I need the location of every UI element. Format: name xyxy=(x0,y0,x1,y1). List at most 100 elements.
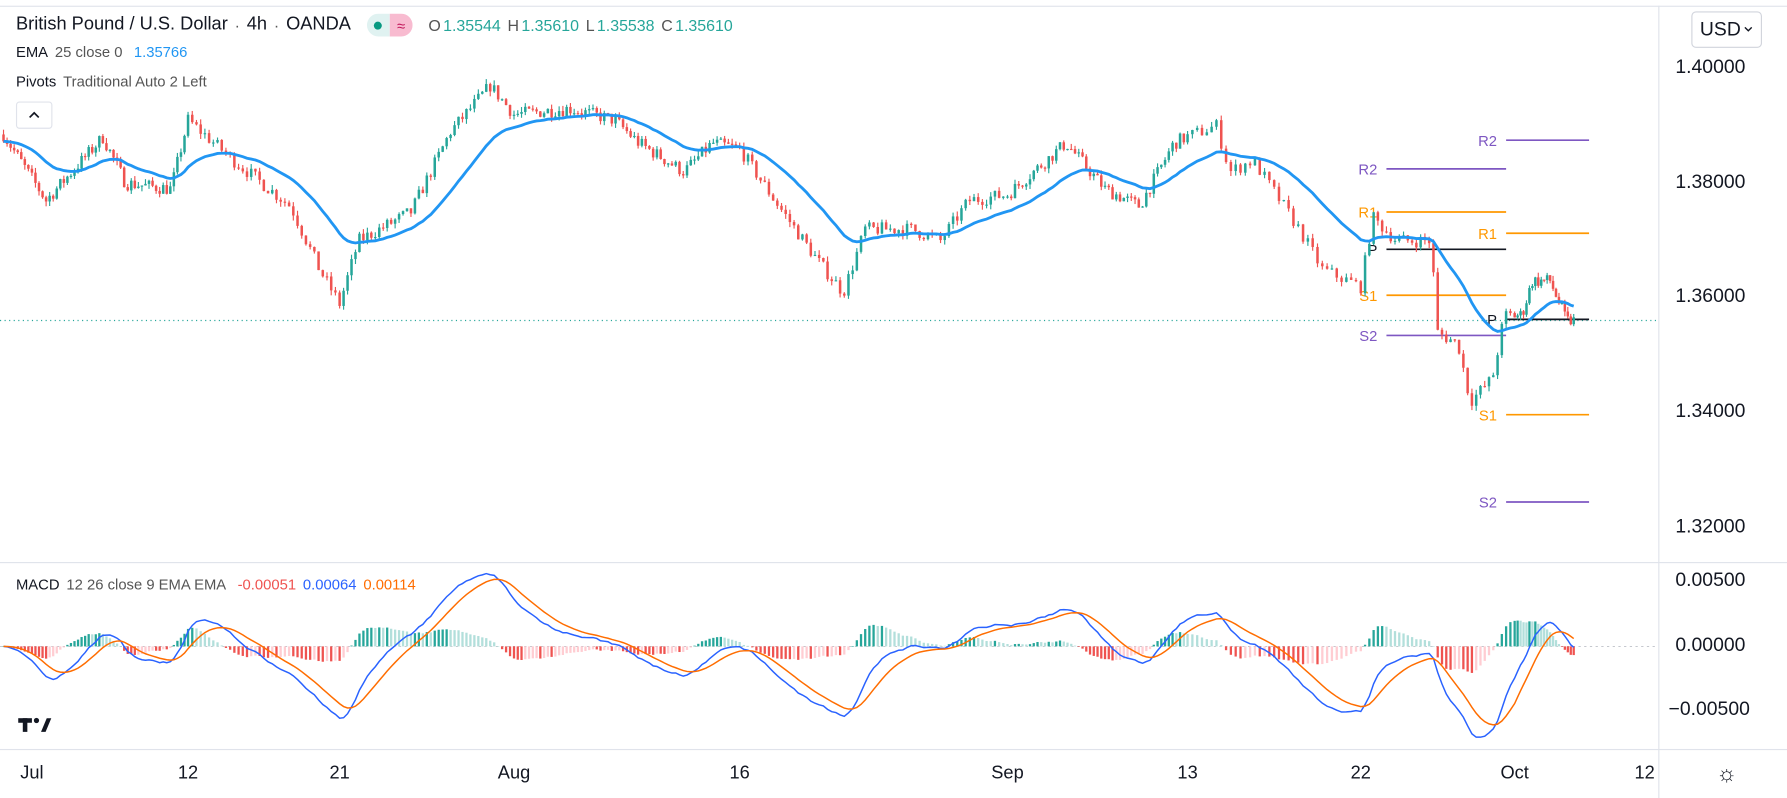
candle xyxy=(636,132,640,149)
candle xyxy=(308,241,312,250)
macd-histogram-bar xyxy=(685,646,689,650)
candle xyxy=(1017,181,1021,189)
macd-histogram-bar xyxy=(179,637,183,647)
macd-legend[interactable]: MACD 12 26 close 9 EMA EMA -0.00051 0.00… xyxy=(16,576,416,593)
macd-histogram-bar xyxy=(1513,620,1516,647)
candle-body xyxy=(161,185,165,194)
macd-histogram-bar xyxy=(27,646,30,653)
candle xyxy=(719,137,723,140)
candle xyxy=(1200,124,1204,136)
candle xyxy=(780,202,783,213)
candle-body xyxy=(1487,377,1491,387)
macd-histogram-bar xyxy=(535,646,538,659)
pane-divider[interactable] xyxy=(0,562,1787,564)
candle-body xyxy=(137,186,140,189)
pivots-legend[interactable]: Pivots Traditional Auto 2 Left xyxy=(16,73,207,90)
candle xyxy=(266,190,270,194)
collapse-legend-button[interactable] xyxy=(15,101,53,129)
candle xyxy=(389,217,393,225)
candle-body xyxy=(700,146,704,157)
candle xyxy=(796,223,800,240)
macd-histogram-bar xyxy=(697,643,700,647)
candle xyxy=(1244,162,1247,176)
macd-histogram-bar xyxy=(1440,646,1444,665)
candle xyxy=(847,270,850,299)
candle xyxy=(237,163,240,170)
top-toolbar-strip xyxy=(0,0,1787,7)
candle-body xyxy=(763,180,767,182)
candle-body xyxy=(618,116,621,120)
candle-body xyxy=(1229,162,1233,172)
macd-histogram-bar xyxy=(1051,642,1054,647)
candle xyxy=(876,222,880,236)
time-tick: 13 xyxy=(1177,763,1198,784)
candle xyxy=(1457,339,1461,355)
candle-body xyxy=(179,152,183,157)
candle xyxy=(524,103,527,116)
candle xyxy=(576,110,580,115)
macd-histogram-bar xyxy=(682,646,685,652)
candle-body xyxy=(557,111,561,117)
macd-pane[interactable] xyxy=(0,563,1659,749)
candle xyxy=(199,119,202,139)
candle-body xyxy=(1539,279,1543,286)
candle-body xyxy=(610,113,614,124)
macd-histogram-bar xyxy=(80,637,83,647)
exchange: OANDA xyxy=(286,14,351,35)
macd-histogram-bar xyxy=(1372,630,1375,647)
candle-body xyxy=(776,200,779,206)
market-status-badge[interactable]: ≈ xyxy=(366,13,413,37)
candle xyxy=(1182,133,1186,145)
candle-body xyxy=(342,290,345,306)
macd-histogram-bar xyxy=(1186,633,1189,647)
candle-body xyxy=(133,180,137,189)
macd-histogram-bar xyxy=(147,646,151,652)
candle-body xyxy=(393,219,397,224)
candle-body xyxy=(755,161,758,178)
macd-histogram-bar xyxy=(914,638,917,647)
candle-body xyxy=(1047,156,1051,169)
candle-body xyxy=(580,113,583,116)
currency-selector[interactable]: USD xyxy=(1691,11,1762,48)
candle-body xyxy=(413,198,417,214)
candle-body xyxy=(37,182,41,192)
candle-body xyxy=(674,161,677,166)
macd-histogram-bar xyxy=(1398,632,1401,647)
candle xyxy=(1296,221,1300,228)
macd-histogram-bar xyxy=(985,641,988,647)
candle-body xyxy=(614,116,617,124)
macd-histogram-bar xyxy=(565,646,568,654)
settings-icon[interactable]: ☼ xyxy=(1716,761,1738,787)
macd-histogram-bar xyxy=(1253,646,1257,656)
interval[interactable]: 4h xyxy=(246,14,268,35)
candle xyxy=(216,137,219,144)
macd-histogram-bar xyxy=(943,645,946,647)
tradingview-logo[interactable] xyxy=(16,709,55,742)
candle-body xyxy=(1516,315,1519,318)
macd-histogram-bar xyxy=(1445,646,1448,669)
ema-legend[interactable]: EMA 25 close 0 1.35766 xyxy=(16,43,187,60)
macd-histogram-bar xyxy=(746,645,750,647)
macd-histogram-bar xyxy=(633,646,636,654)
candle xyxy=(354,249,357,265)
candle-body xyxy=(401,211,405,215)
candle xyxy=(126,183,129,192)
macd-histogram-bar xyxy=(1321,646,1324,665)
candle-body xyxy=(1219,120,1223,149)
candle xyxy=(169,181,172,195)
macd-histogram-bar xyxy=(105,636,108,647)
candle xyxy=(130,178,133,194)
macd-histogram-bar xyxy=(1306,646,1310,664)
candle-body xyxy=(1415,242,1418,248)
candle-body xyxy=(876,226,880,234)
candle xyxy=(964,198,967,211)
symbol-name[interactable]: British Pound / U.S. Dollar xyxy=(15,14,228,35)
candle-body xyxy=(968,199,972,202)
candle-body xyxy=(1296,224,1300,226)
candle xyxy=(817,250,821,262)
candle-body xyxy=(80,155,83,169)
candle xyxy=(1191,129,1194,139)
candle-body xyxy=(334,290,337,293)
macd-histogram-bar xyxy=(864,629,867,647)
